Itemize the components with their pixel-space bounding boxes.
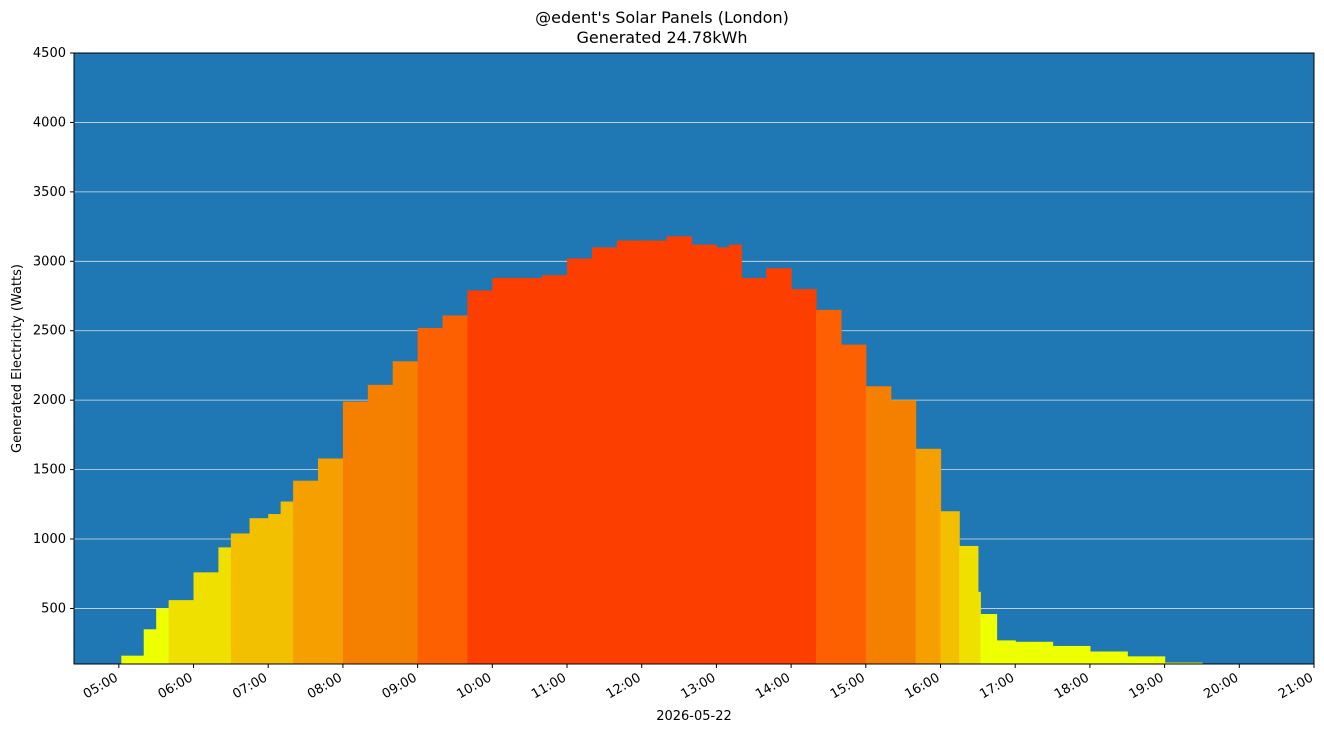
y-tick-label: 4000: [33, 115, 66, 130]
power-bar: [467, 290, 493, 664]
power-bar: [1015, 641, 1054, 664]
bars: [121, 236, 1203, 665]
x-tick-label: 12:00: [604, 670, 644, 702]
power-bar: [280, 501, 294, 664]
y-tick-label: 1000: [33, 532, 66, 547]
power-bar: [1052, 645, 1091, 664]
power-bar: [840, 344, 867, 664]
power-bar: [641, 240, 668, 664]
power-bar: [915, 448, 942, 664]
power-bar: [865, 386, 892, 664]
power-bar: [591, 247, 618, 664]
power-bar: [890, 400, 917, 664]
power-bar: [268, 514, 282, 664]
power-bar: [616, 240, 643, 664]
power-bar: [156, 608, 170, 664]
chart-title: @edent's Solar Panels (London): [535, 8, 789, 27]
x-tick-label: 07:00: [230, 670, 270, 702]
x-tick-label: 09:00: [380, 670, 420, 702]
power-bar: [249, 518, 269, 664]
y-axis-label: Generated Electricity (Watts): [10, 264, 25, 453]
power-bar: [168, 600, 195, 664]
power-bar: [816, 309, 842, 664]
power-bar: [940, 511, 960, 664]
power-bar: [121, 655, 145, 664]
chart-subtitle: Generated 24.78kWh: [576, 28, 748, 47]
power-bar: [1127, 656, 1166, 664]
x-tick-label: 16:00: [903, 670, 943, 702]
power-bar: [230, 533, 251, 664]
power-bar: [766, 268, 792, 664]
y-tick-label: 2500: [33, 324, 66, 339]
x-tick-label: 05:00: [81, 670, 121, 702]
power-bar: [691, 244, 718, 664]
power-bar: [492, 277, 518, 664]
power-bar: [318, 458, 344, 664]
power-bar: [996, 640, 1016, 664]
power-bar: [666, 236, 693, 665]
x-tick-label: 15:00: [828, 670, 868, 702]
power-bar: [1089, 651, 1128, 664]
x-tick-label: 20:00: [1201, 670, 1241, 702]
x-tick-label: 08:00: [305, 670, 345, 702]
x-tick-label: 11:00: [529, 670, 569, 702]
x-tick-label: 14:00: [753, 670, 793, 702]
power-bar: [442, 315, 469, 664]
y-tick-label: 4500: [33, 46, 66, 61]
power-bar: [567, 258, 593, 664]
power-bar: [1164, 662, 1203, 664]
power-bar: [542, 275, 568, 664]
y-tick-label: 3000: [33, 254, 66, 269]
x-axis: 05:00 06:00 07:00 08:00 09:00 10:00 11:00 12:00…: [81, 664, 1316, 702]
y-axis: 500 1000 1500 2000 2500 3000 3500 4000 4500: [33, 46, 74, 616]
power-bar: [716, 247, 730, 664]
power-bar: [293, 480, 319, 664]
power-bar: [143, 629, 157, 664]
x-tick-label: 18:00: [1052, 670, 1092, 702]
y-tick-label: 2000: [33, 393, 66, 408]
x-tick-label: 17:00: [977, 670, 1017, 702]
power-bar: [791, 289, 817, 664]
x-axis-label: 2026-05-22: [656, 709, 732, 724]
power-bar: [517, 277, 543, 664]
power-bar: [367, 384, 394, 664]
power-bar: [218, 547, 232, 664]
x-tick-label: 10:00: [454, 670, 494, 702]
power-bar: [959, 545, 979, 664]
power-bar: [728, 244, 742, 664]
y-tick-label: 500: [41, 601, 66, 616]
plot-frame: [73, 52, 1315, 665]
y-tick-label: 1500: [33, 463, 66, 478]
y-tick-label: 3500: [33, 185, 66, 200]
x-tick-label: 13:00: [678, 670, 718, 702]
power-bar: [417, 327, 444, 664]
power-bar: [193, 572, 220, 664]
power-bar: [342, 401, 369, 664]
power-bar: [977, 591, 981, 664]
x-tick-label: 06:00: [156, 670, 196, 702]
power-bar: [980, 614, 998, 664]
x-tick-label: 21:00: [1276, 670, 1316, 702]
power-bar: [392, 361, 419, 664]
x-tick-label: 19:00: [1127, 670, 1167, 702]
power-bar: [741, 277, 767, 664]
